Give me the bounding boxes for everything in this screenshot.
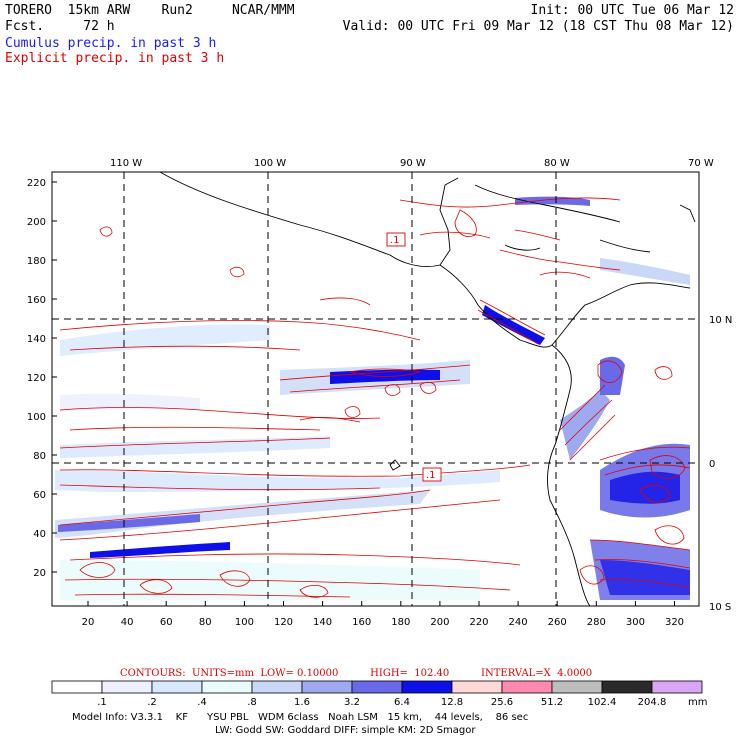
y-grid-labels: 220 200 180 160 140 120 100 80 60 40 20 — [27, 178, 57, 579]
colorbar-swatch — [51, 680, 103, 694]
x-grid-labels: 20 40 60 80 100 120 140 160 180 200 220 240 260 280 30… — [82, 601, 684, 628]
colorbar-swatch — [651, 680, 703, 694]
cumulus-legend-label: Cumulus precip. in past 3 h — [5, 36, 217, 51]
colorbar-swatch — [201, 680, 253, 694]
x-tick-label: 60 — [160, 617, 173, 628]
x-tick-label: 260 — [548, 617, 567, 628]
longitude-labels: 110 W 100 W 90 W 80 W 70 W — [110, 158, 714, 169]
x-tick-label: 320 — [665, 617, 684, 628]
lon-label: 100 W — [254, 158, 286, 169]
colorbar-threshold: 12.8 — [440, 697, 464, 708]
model-info: Model Info: V3.3.1 KF YSU PBL WDM 6class… — [72, 712, 529, 723]
contour-label-text: .1 — [390, 235, 400, 246]
x-tick-label: 280 — [587, 617, 606, 628]
y-tick-label: 20 — [33, 568, 46, 579]
x-tick-label: 300 — [626, 617, 645, 628]
physics-info: LW: Godd SW: Goddard DIFF: simple KM: 2D… — [215, 725, 476, 736]
x-tick-label: 80 — [199, 617, 212, 628]
x-tick-label: 200 — [430, 617, 449, 628]
explicit-legend-label: Explicit precip. in past 3 h — [5, 51, 225, 66]
explicit-precip-contours — [59, 197, 691, 598]
x-tick-label: 180 — [391, 617, 410, 628]
x-tick-label: 220 — [469, 617, 488, 628]
colorbar — [51, 680, 703, 694]
lon-label: 90 W — [400, 158, 426, 169]
colorbar-threshold: 3.2 — [344, 697, 360, 708]
colorbar-threshold: 51.2 — [540, 697, 564, 708]
x-tick-label: 140 — [313, 617, 332, 628]
coastline — [159, 171, 696, 607]
valid-time: Valid: 00 UTC Fri 09 Mar 12 (18 CST Thu … — [342, 19, 734, 34]
y-tick-label: 80 — [33, 451, 46, 462]
x-tick-label: 100 — [235, 617, 254, 628]
contour-label-box — [386, 232, 406, 247]
lat-label: 10 S — [709, 602, 731, 613]
y-tick-label: 180 — [27, 256, 46, 267]
y-tick-label: 220 — [27, 178, 46, 189]
x-tick-label: 20 — [82, 617, 95, 628]
colorbar-threshold: 25.6 — [490, 697, 514, 708]
latlon-grid — [52, 172, 699, 606]
contour-label-text: .1 — [426, 470, 436, 481]
colorbar-threshold: 204.8 — [637, 697, 667, 708]
colorbar-threshold: .4 — [197, 697, 207, 708]
colorbar-threshold: 1.6 — [294, 697, 310, 708]
colorbar-threshold: .2 — [147, 697, 157, 708]
y-tick-label: 60 — [33, 490, 46, 501]
init-time: Init: 00 UTC Tue 06 Mar 12 — [530, 3, 735, 18]
colorbar-swatch — [351, 680, 403, 694]
contour-info: CONTOURS: UNITS=mm LOW= 0.10000 HIGH= 10… — [120, 668, 593, 679]
contour-label-box — [422, 467, 442, 482]
colorbar-threshold: .1 — [97, 697, 107, 708]
colorbar-swatch — [501, 680, 553, 694]
colorbar-threshold: .8 — [247, 697, 257, 708]
y-tick-label: 100 — [27, 412, 46, 423]
x-tick-label: 120 — [274, 617, 293, 628]
colorbar-threshold: 102.4 — [587, 697, 617, 708]
colorbar-swatch — [451, 680, 503, 694]
cumulus-precip-shading — [55, 196, 690, 600]
lon-label: 70 W — [688, 158, 714, 169]
y-tick-label: 40 — [33, 529, 46, 540]
colorbar-swatch — [101, 680, 153, 694]
y-tick-label: 200 — [27, 217, 46, 228]
colorbar-swatch — [551, 680, 603, 694]
x-tick-label: 240 — [509, 617, 528, 628]
colorbar-swatch — [251, 680, 303, 694]
x-tick-label: 160 — [352, 617, 371, 628]
y-tick-label: 120 — [27, 373, 46, 384]
forecast-hour: Fcst. 72 h — [5, 19, 115, 34]
colorbar-swatch — [601, 680, 653, 694]
colorbar-swatch — [301, 680, 353, 694]
y-tick-label: 140 — [27, 334, 46, 345]
lat-label: 10 N — [709, 315, 732, 326]
colorbar-unit: mm — [688, 697, 708, 708]
x-tick-label: 40 — [121, 617, 134, 628]
latitude-labels: 10 N 0 10 S — [709, 315, 732, 613]
lon-label: 110 W — [110, 158, 142, 169]
y-tick-label: 160 — [27, 295, 46, 306]
model-title: TORERO 15km ARW Run2 NCAR/MMM — [5, 3, 295, 18]
colorbar-threshold: 6.4 — [394, 697, 410, 708]
colorbar-swatch — [401, 680, 453, 694]
lat-label: 0 — [709, 459, 715, 470]
lon-label: 80 W — [544, 158, 570, 169]
colorbar-swatch — [151, 680, 203, 694]
